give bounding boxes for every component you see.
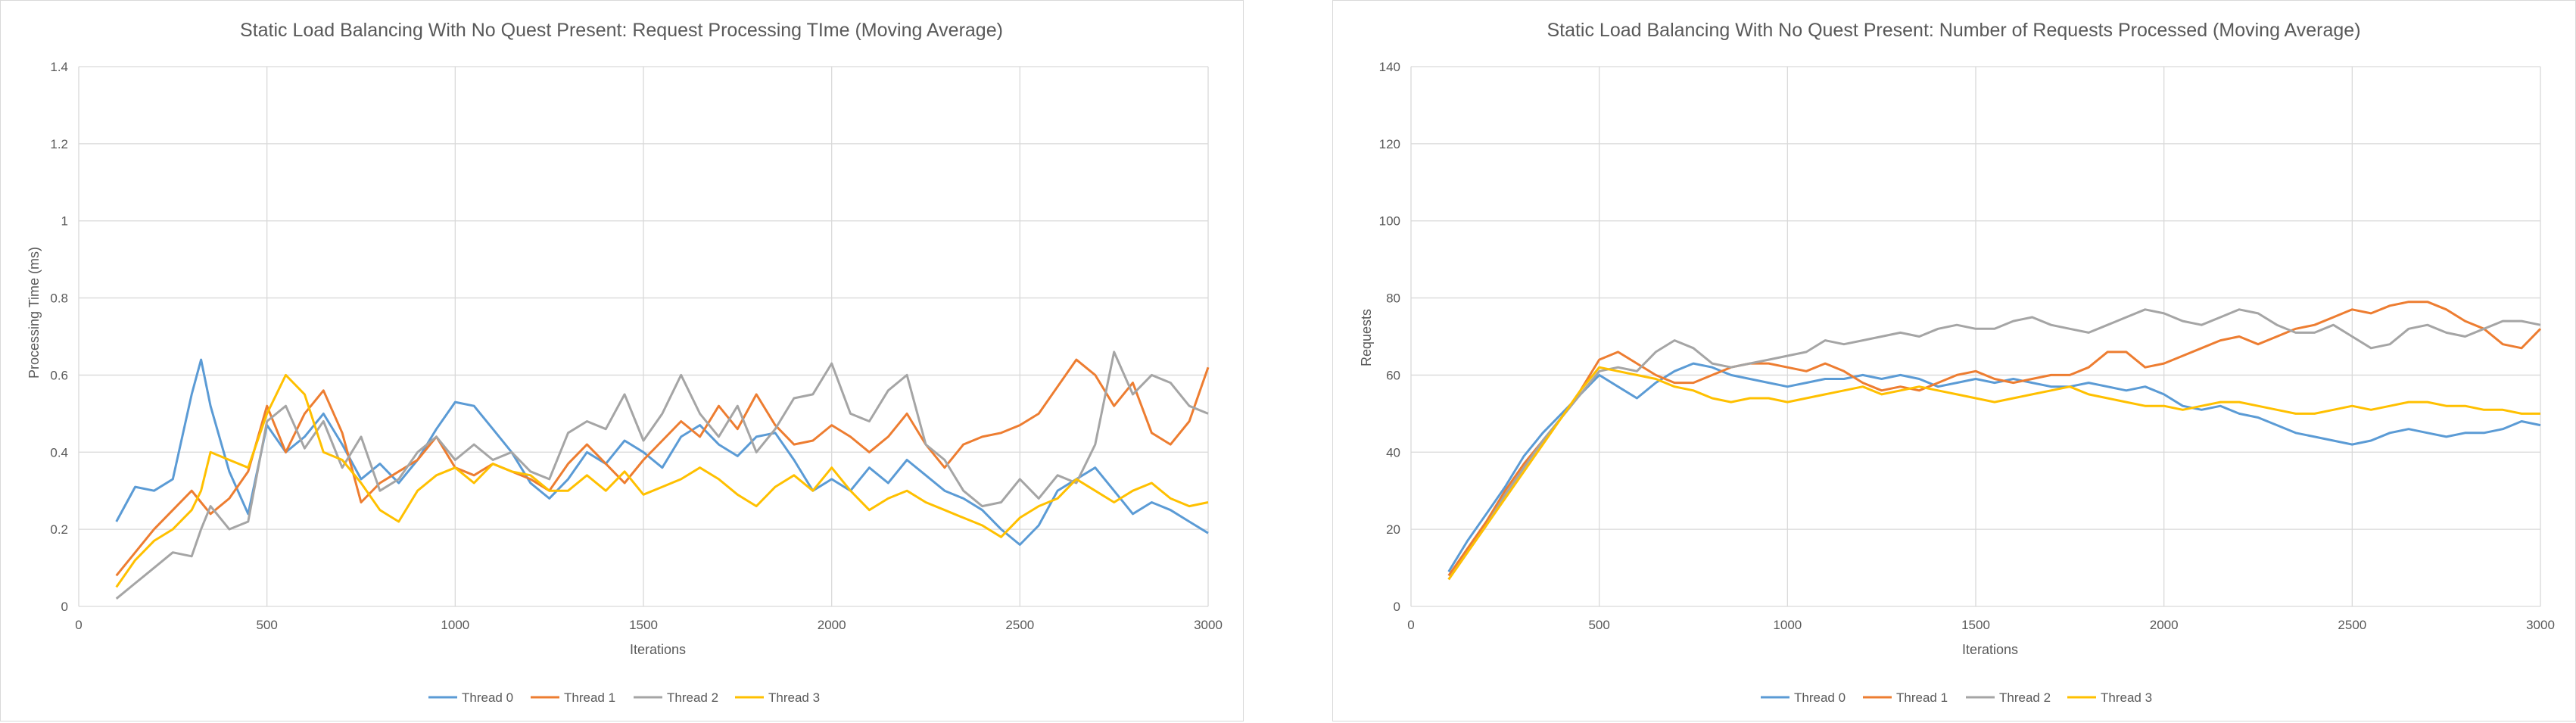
- chart-title: Static Load Balancing With No Quest Pres…: [1547, 20, 2360, 41]
- y-axis-title: Requests: [1359, 309, 1374, 366]
- x-tick-label: 0: [1407, 618, 1414, 632]
- chart-panel-requests-processed: Static Load Balancing With No Quest Pres…: [1332, 0, 2576, 721]
- x-tick-label: 1000: [441, 618, 469, 632]
- y-tick-label: 1.4: [50, 60, 68, 74]
- chart-panel-processing-time: Static Load Balancing With No Quest Pres…: [0, 0, 1244, 721]
- x-tick-label: 2000: [818, 618, 846, 632]
- legend-label-thread-2: Thread 2: [1999, 690, 2051, 705]
- legend-label-thread-0: Thread 0: [1794, 690, 1846, 705]
- tick-labels: 0 0.2 0.4 0.6 0.8 1 1.2 1.4 0 500 1000 1500 2000 2500…: [50, 60, 1223, 632]
- y-tick-label: 0: [61, 600, 68, 614]
- x-tick-label: 3000: [1194, 618, 1223, 632]
- y-axis-title: Processing Time (ms): [26, 247, 42, 379]
- x-tick-label: 1500: [629, 618, 658, 632]
- y-tick-label: 1.2: [50, 137, 68, 151]
- y-tick-label: 120: [1379, 137, 1400, 151]
- series-line-thread-3: [115, 373, 1209, 588]
- legend-label-thread-0: Thread 0: [462, 690, 513, 705]
- y-tick-label: 80: [1386, 291, 1400, 306]
- processing-time-chart: Static Load Balancing With No Quest Pres…: [26, 20, 1223, 705]
- y-tick-label: 20: [1386, 522, 1400, 537]
- y-tick-label: 0.2: [50, 522, 68, 537]
- series-line-thread-2: [1447, 308, 2541, 581]
- legend-label-thread-3: Thread 3: [768, 690, 820, 705]
- y-tick-label: 0.4: [50, 445, 68, 460]
- legend-label-thread-2: Thread 2: [667, 690, 718, 705]
- legend: Thread 0 Thread 1 Thread 2 Thread 3: [1761, 690, 2152, 705]
- x-tick-label: 1500: [1961, 618, 1990, 632]
- series-line-thread-2: [115, 351, 1209, 600]
- y-tick-label: 1: [61, 214, 68, 229]
- series-lines: [115, 351, 1210, 600]
- y-tick-label: 0: [1394, 600, 1400, 614]
- y-tick-label: 0.8: [50, 291, 68, 306]
- y-tick-label: 140: [1379, 60, 1400, 74]
- x-tick-label: 500: [1588, 618, 1609, 632]
- y-tick-label: 100: [1379, 214, 1400, 229]
- chart-title: Static Load Balancing With No Quest Pres…: [240, 20, 1003, 41]
- x-tick-label: 0: [75, 618, 82, 632]
- legend-label-thread-3: Thread 3: [2101, 690, 2152, 705]
- x-tick-label: 3000: [2526, 618, 2555, 632]
- gridlines: [1410, 66, 2541, 607]
- y-tick-label: 60: [1386, 368, 1400, 382]
- series-line-thread-1: [1447, 301, 2542, 577]
- series-lines: [1447, 301, 2542, 581]
- x-tick-label: 2500: [1005, 618, 1034, 632]
- series-line-thread-0: [115, 358, 1209, 546]
- x-tick-label: 2000: [2150, 618, 2179, 632]
- y-tick-label: 0.6: [50, 368, 68, 382]
- y-tick-label: 40: [1386, 445, 1400, 460]
- legend-label-thread-1: Thread 1: [564, 690, 615, 705]
- x-axis-title: Iterations: [630, 642, 686, 657]
- x-tick-label: 1000: [1773, 618, 1802, 632]
- series-line-thread-1: [115, 358, 1210, 577]
- x-tick-label: 500: [256, 618, 277, 632]
- legend: Thread 0 Thread 1 Thread 2 Thread 3: [428, 690, 820, 705]
- x-tick-label: 2500: [2338, 618, 2366, 632]
- legend-label-thread-1: Thread 1: [1896, 690, 1948, 705]
- requests-processed-chart: Static Load Balancing With No Quest Pres…: [1359, 20, 2555, 705]
- x-axis-title: Iterations: [1962, 642, 2018, 657]
- tick-labels: 0 20 40 60 80 100 120 140 0 500 1000 1500 2000 2500 30…: [1379, 60, 2555, 632]
- series-line-thread-0: [1447, 362, 2541, 572]
- series-line-thread-3: [1447, 366, 2540, 581]
